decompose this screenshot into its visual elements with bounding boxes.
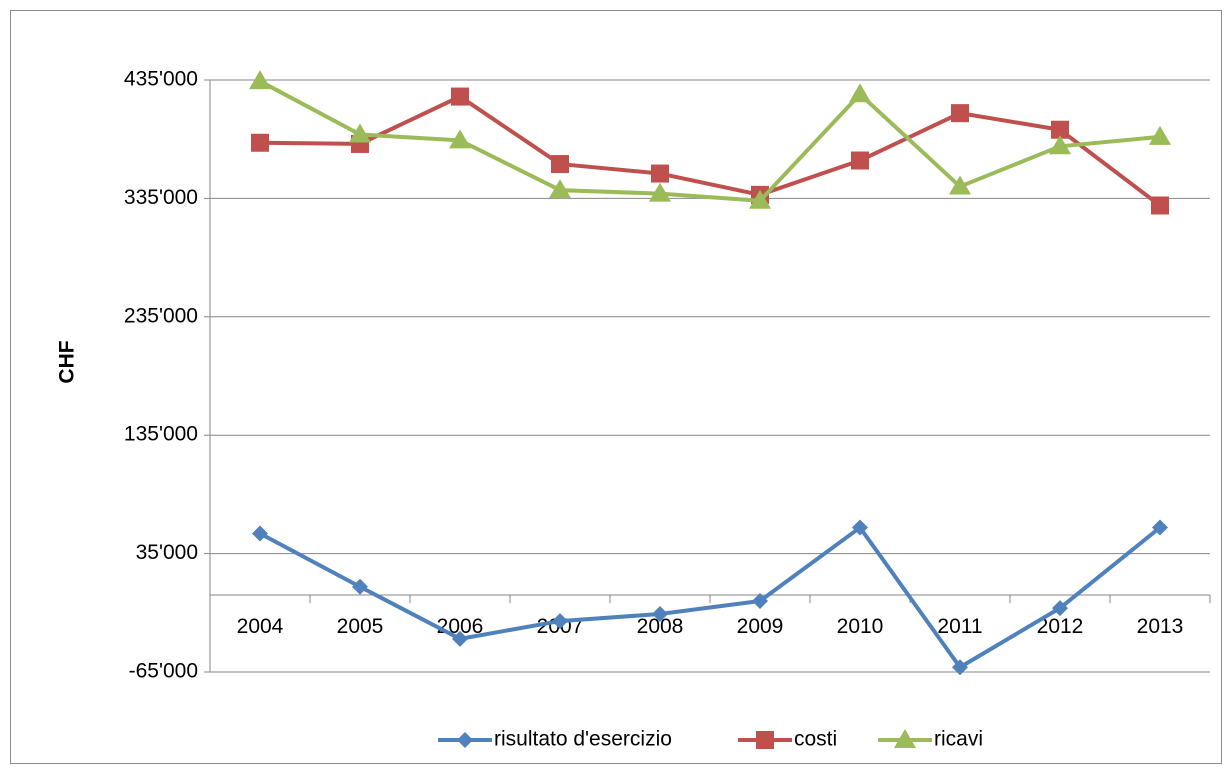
x-tick-label: 2009 — [737, 615, 784, 638]
legend-entry: risultato d'esercizio — [438, 728, 672, 751]
data-point — [1151, 196, 1169, 215]
data-point — [449, 129, 471, 149]
legend-marker — [457, 732, 473, 748]
data-point — [249, 70, 271, 90]
x-tick-labels: 2004200520062007200820092010201120122013 — [237, 615, 1184, 638]
data-point — [951, 104, 969, 123]
data-point — [949, 175, 971, 195]
data-point — [352, 578, 368, 595]
data-point — [1149, 125, 1171, 145]
data-point — [649, 182, 671, 202]
data-point — [251, 133, 269, 152]
data-point — [752, 592, 768, 609]
legend-label: costi — [794, 728, 837, 751]
legend-label: risultato d'esercizio — [494, 728, 672, 751]
series-line — [259, 79, 1161, 203]
series-line — [259, 525, 1162, 670]
data-point — [652, 605, 668, 622]
x-tick-label: 2013 — [1137, 615, 1184, 638]
chart-frame — [10, 10, 1222, 764]
data-point — [1049, 135, 1071, 155]
legend-entry: costi — [738, 728, 837, 751]
legend-entry: ricavi — [878, 728, 983, 751]
data-point — [651, 164, 669, 183]
x-tick-label: 2004 — [237, 615, 284, 638]
data-point — [749, 189, 771, 209]
y-axis-title: CHF — [56, 340, 79, 383]
x-tick-label: 2011 — [937, 615, 982, 638]
data-point — [852, 519, 868, 536]
data-point — [552, 613, 568, 630]
data-point — [452, 630, 468, 647]
y-tick-label: 235'000 — [124, 304, 198, 327]
y-tick-label: 435'000 — [124, 68, 198, 91]
x-tick-label: 2012 — [1037, 615, 1084, 638]
legend-marker — [756, 731, 774, 749]
x-tick-label: 2010 — [837, 615, 884, 638]
legend-label: ricavi — [934, 728, 983, 751]
y-tick-label: 35'000 — [136, 541, 198, 564]
data-point — [851, 151, 869, 170]
y-tick-label: 335'000 — [124, 186, 198, 209]
data-point — [1052, 600, 1068, 617]
data-point — [349, 123, 371, 143]
y-tick-labels: -65'000 35'000 135'000 235'000 335'000 435'00… — [124, 68, 198, 683]
data-point — [252, 525, 268, 542]
series-line — [259, 94, 1162, 208]
data-point — [551, 155, 569, 174]
data-point — [1152, 519, 1168, 536]
x-tick-label: 2008 — [637, 615, 684, 638]
series — [249, 70, 1171, 676]
y-tick-label: 135'000 — [124, 423, 198, 446]
data-point — [1051, 120, 1069, 139]
legend: risultato d'esercizio costi ricavi — [438, 728, 983, 751]
y-tick-label: -65'000 — [129, 660, 198, 683]
data-point — [849, 83, 871, 103]
series-triangle — [249, 70, 1171, 209]
data-point — [952, 659, 968, 676]
x-tick-label: 2005 — [337, 615, 384, 638]
data-point — [451, 87, 469, 106]
legend-marker — [894, 729, 916, 748]
data-point — [549, 179, 571, 199]
series-diamond — [252, 519, 1168, 676]
